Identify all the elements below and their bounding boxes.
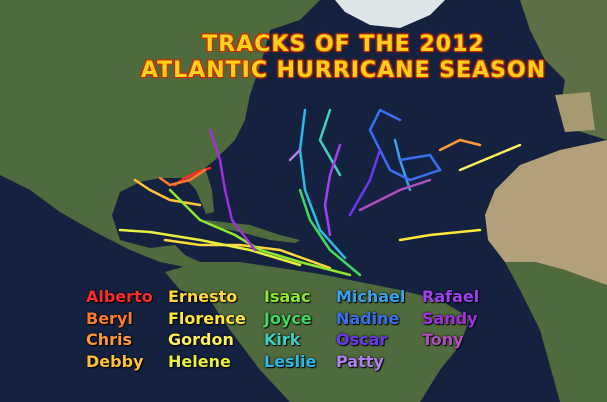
africa-south [505, 262, 607, 402]
title-line-1: TRACKS OF THE 2012 [202, 32, 485, 57]
legend-empty [422, 351, 492, 373]
legend-ernesto: Ernesto [168, 287, 238, 306]
track-helene [118, 228, 302, 267]
iberia [555, 92, 595, 132]
legend-kirk: Kirk [264, 330, 301, 349]
track-beryl [158, 168, 207, 187]
legend-debby: Debby [86, 351, 144, 371]
legend-oscar: Oscar [336, 330, 388, 349]
legend-rafael: Rafael [422, 287, 480, 306]
track-chris [438, 138, 482, 152]
track-joyce [298, 188, 362, 277]
track-rafael [323, 143, 342, 237]
legend-helene: Helene [168, 351, 231, 371]
africa [485, 140, 607, 285]
track-sandy [208, 128, 257, 252]
caribbean-islands [205, 220, 300, 243]
legend-beryl: Beryl [86, 308, 133, 328]
track-patty [288, 148, 302, 162]
title-line-2: ATLANTIC HURRICANE SEASON [140, 58, 547, 83]
legend-leslie: Leslie [264, 351, 317, 371]
storm-legend: Alberto Ernesto Isaac Michael Rafael Beryl Flo… [86, 286, 492, 372]
track-tony [358, 178, 432, 212]
legend-florence: Florence [168, 308, 246, 328]
legend-joyce: Joyce [264, 308, 312, 328]
track-oscar [348, 148, 382, 217]
track-isaac [168, 188, 352, 277]
greenland [335, 0, 445, 28]
track-gordon [458, 143, 522, 172]
track-nadine [368, 108, 442, 182]
legend-tony: Tony [422, 330, 464, 349]
legend-michael: Michael [336, 287, 406, 306]
legend-chris: Chris [86, 330, 133, 349]
track-leslie [298, 108, 347, 260]
legend-nadine: Nadine [336, 308, 400, 328]
track-debby [133, 178, 202, 207]
legend-patty: Patty [336, 351, 384, 371]
north-america [0, 0, 320, 282]
track-florence [398, 228, 482, 242]
legend-sandy: Sandy [422, 308, 478, 328]
track-ernesto [163, 238, 332, 270]
legend-alberto: Alberto [86, 287, 153, 306]
legend-isaac: Isaac [264, 287, 311, 306]
storm-tracks [118, 108, 522, 277]
south-america [165, 262, 470, 402]
legend-gordon: Gordon [168, 330, 234, 349]
